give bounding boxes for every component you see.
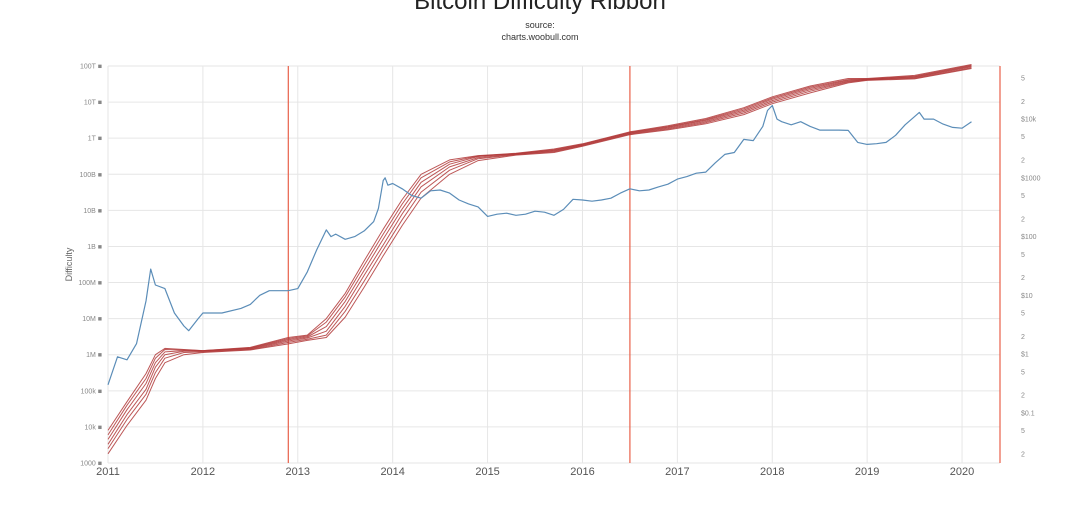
right-tick-label: 5 — [1021, 252, 1025, 259]
right-tick-label: 2 — [1021, 451, 1025, 458]
ribbon-line-1 — [107, 64, 972, 431]
y-tick-label: 1T ■ — [88, 136, 102, 143]
price-line — [107, 104, 972, 385]
right-tick-label: 5 — [1021, 369, 1025, 376]
y-tick-label: 10k ■ — [85, 424, 102, 431]
source-label: source: — [525, 20, 555, 30]
right-tick-label: 2 — [1021, 393, 1025, 400]
x-tick-label: 2012 — [191, 466, 215, 478]
right-tick-label: $1000 — [1021, 175, 1041, 182]
x-tick-label: 2016 — [570, 466, 594, 478]
x-tick-label: 2020 — [950, 466, 974, 478]
right-tick-label: $10 — [1021, 293, 1033, 300]
right-tick-label: 2 — [1021, 334, 1025, 341]
right-tick-label: 5 — [1021, 75, 1025, 82]
y-tick-label: 10T ■ — [84, 100, 102, 107]
right-tick-label: 5 — [1021, 134, 1025, 141]
right-tick-label: 5 — [1021, 311, 1025, 318]
y-tick-label: 1M ■ — [86, 352, 102, 359]
right-tick-label: 2 — [1021, 99, 1025, 106]
ribbon-line-5 — [107, 67, 972, 449]
right-tick-label: 2 — [1021, 275, 1025, 282]
x-tick-label: 2017 — [665, 466, 689, 478]
source-url: charts.woobull.com — [501, 32, 579, 42]
y-tick-label: 100B ■ — [79, 172, 102, 179]
y-tick-label: 10M ■ — [82, 316, 102, 323]
right-tick-label: 5 — [1021, 428, 1025, 435]
ribbon-line-2 — [107, 64, 972, 436]
y-tick-label: 10B ■ — [83, 208, 102, 215]
y-tick-label: 100T ■ — [80, 64, 102, 71]
ribbon-line-4 — [107, 66, 972, 445]
y-tick-label: 1000 ■ — [80, 461, 102, 468]
right-tick-label: $10k — [1021, 117, 1037, 124]
y-tick-label: 100M ■ — [78, 280, 102, 287]
right-tick-label: 2 — [1021, 158, 1025, 165]
right-tick-label: 2 — [1021, 216, 1025, 223]
y-axis-label: Difficulty — [64, 247, 74, 281]
ribbon-line-3 — [107, 65, 972, 440]
x-tick-label: 2019 — [855, 466, 879, 478]
grid-layer — [107, 65, 1000, 464]
x-tick-label: 2013 — [286, 466, 310, 478]
x-tick-label: 2018 — [760, 466, 784, 478]
vertical-lines-layer — [287, 66, 1001, 463]
right-tick-label: 5 — [1021, 193, 1025, 200]
x-tick-label: 2015 — [475, 466, 499, 478]
x-tick-label: 2014 — [380, 466, 404, 478]
ribbon-layer — [107, 64, 972, 455]
chart-source: source: charts.woobull.com — [0, 19, 1080, 43]
right-tick-label: $100 — [1021, 234, 1037, 241]
right-tick-label: $0.1 — [1021, 410, 1035, 417]
ribbon-line-6 — [107, 68, 972, 455]
price-layer — [107, 104, 972, 385]
y-tick-label: 1B ■ — [87, 244, 102, 251]
axis-layer: 1000 ■ 10k ■ 100k ■ 1M ■ 10M ■ 100M ■ 1B ■ 10B … — [78, 64, 1040, 479]
right-tick-label: $1 — [1021, 352, 1029, 359]
chart-title: Bitcoin Difficulty Ribbon — [414, 0, 666, 15]
y-tick-label: 100k ■ — [81, 388, 102, 395]
x-tick-label: 2011 — [96, 466, 120, 478]
